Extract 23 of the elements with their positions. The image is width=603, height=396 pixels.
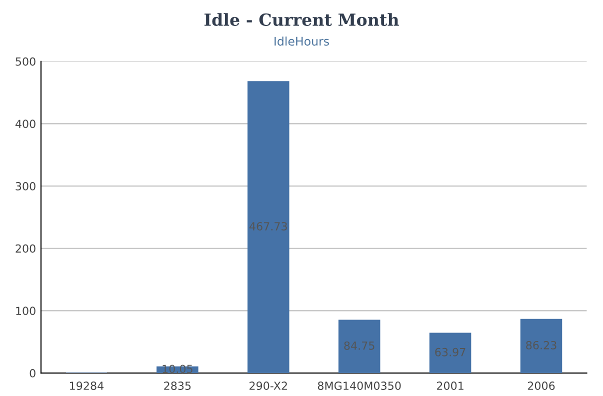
x-tick-label: 2006	[528, 382, 555, 390]
bar	[338, 320, 380, 374]
bar	[248, 81, 290, 374]
data-label: 467.73	[249, 222, 287, 230]
y-tick-label: 100	[16, 306, 36, 316]
data-label: 86.23	[526, 340, 556, 350]
y-tick-label: 0	[30, 369, 36, 378]
y-tick-label: 400	[15, 120, 36, 128]
x-tick-label: 19284	[70, 382, 104, 390]
bar	[429, 332, 472, 374]
data-label: 63.97	[435, 348, 466, 356]
chart-subtitle: IdleHours	[274, 36, 329, 46]
bar	[520, 318, 562, 374]
x-tick-label: 8MG140M0350	[318, 382, 401, 390]
x-tick-label: 290-X2	[250, 382, 287, 390]
data-label: 84.75	[344, 341, 374, 350]
y-tick-label: 500	[16, 57, 36, 66]
y-tick-label: 300	[16, 182, 36, 190]
x-tick-label: 2001	[436, 382, 464, 390]
y-tick-label: 200	[16, 244, 36, 253]
chart-title: Idle - Current Month	[204, 13, 399, 26]
data-label: 10.05	[162, 364, 192, 374]
x-tick-label: 2835	[164, 382, 191, 390]
